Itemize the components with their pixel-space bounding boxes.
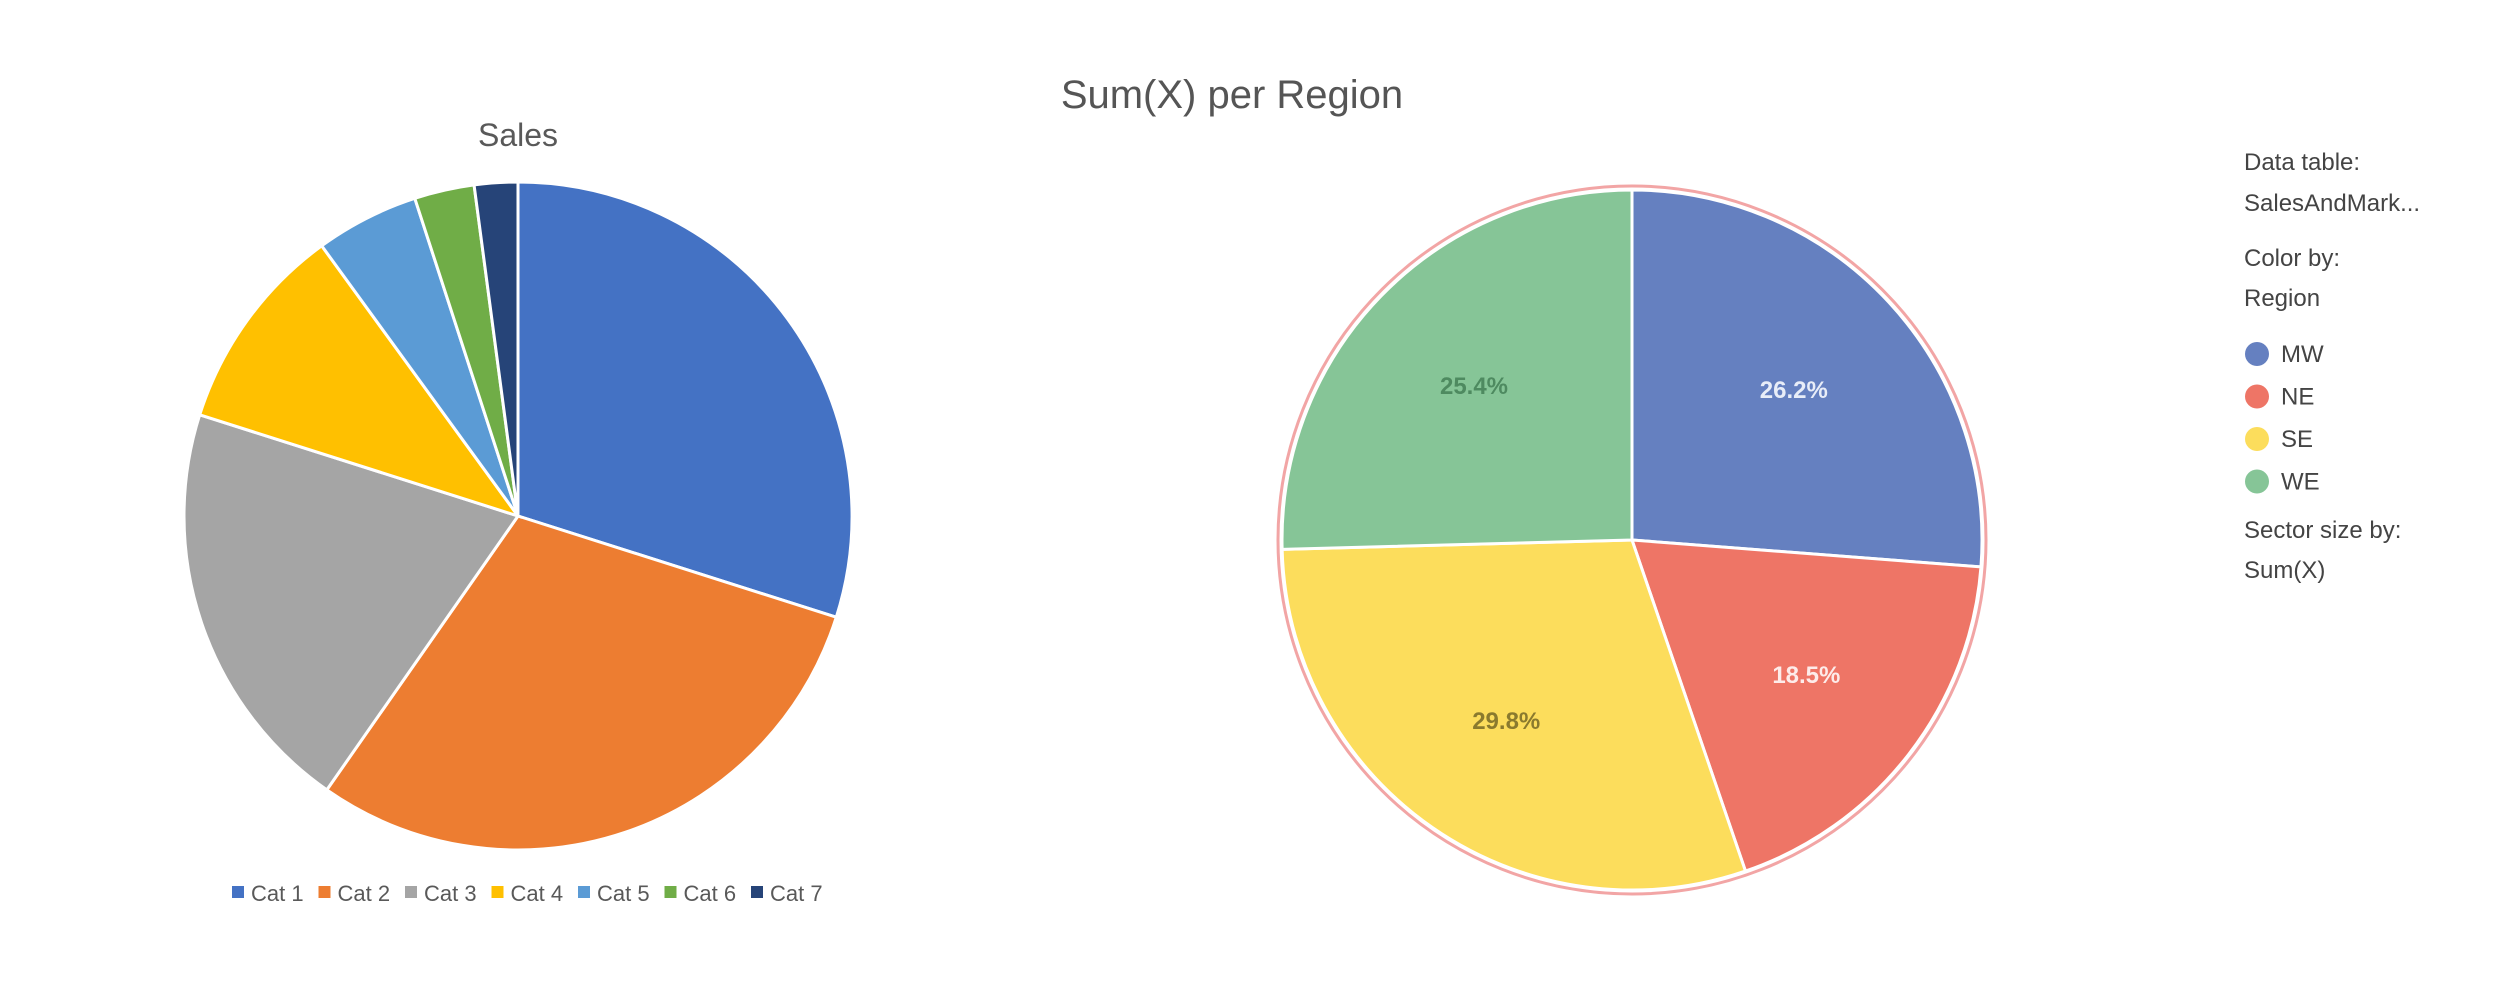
legend-label-ne[interactable]: NE [2281,384,2314,411]
legend-label-cat-7[interactable]: Cat 7 [770,881,823,906]
region-slice-se[interactable] [1280,538,1748,892]
sales-slice-cat-3[interactable] [182,412,521,792]
legend-marker-we[interactable] [2245,469,2269,494]
pie-outline-ring [1276,184,1988,896]
sales-slice-cat-7[interactable] [472,180,520,517]
region-pie-chart: Sum(X) per Region 26.2% 18.5% 29.8% 25.4% [1061,73,1988,896]
legend-panel: Data table: SalesAndMark... Color by: Re… [2244,149,2420,584]
region-slice-mw[interactable] [1630,188,1984,569]
legend-swatch-cat-3 [405,886,417,898]
legend-label-mw[interactable]: MW [2281,341,2324,368]
sales-slice-cat-4[interactable] [197,243,522,519]
sales-pie-chart: Sales Cat 1 Cat 2 Cat 3 Cat 4 Cat 5 Cat 6 Cat … [182,117,854,906]
legend-label-cat-2[interactable]: Cat 2 [338,881,391,906]
data-labels: 26.2% 18.5% 29.8% 25.4% [1440,373,1840,735]
legend: Cat 1 Cat 2 Cat 3 Cat 4 Cat 5 Cat 6 Cat 7 [232,881,823,906]
legend-label-cat-5[interactable]: Cat 5 [597,881,650,906]
chart-title: Sum(X) per Region [1061,73,1403,117]
region-slice-ne[interactable] [1629,538,1983,873]
data-label-mw: 26.2% [1760,377,1828,404]
region-slice-we[interactable] [1280,188,1634,551]
region-legend: MW NE SE WE [2245,341,2324,496]
chart-title: Sales [478,117,558,153]
legend-marker-ne[interactable] [2245,384,2269,409]
legend-label-cat-3[interactable]: Cat 3 [424,881,477,906]
legend-swatch-cat-1 [232,886,244,898]
legend-label-we[interactable]: WE [2281,469,2320,496]
legend-marker-mw[interactable] [2245,342,2269,366]
legend-swatch-cat-7 [751,886,763,898]
legend-swatch-cat-6 [664,886,677,898]
pie-slices [182,180,854,852]
data-label-we: 25.4% [1440,373,1508,400]
data-table-label: Data table: [2244,149,2360,176]
sales-slice-cat-1[interactable] [516,180,854,620]
legend-label-se[interactable]: SE [2281,426,2313,453]
legend-label-cat-6[interactable]: Cat 6 [684,881,737,906]
legend-swatch-cat-5 [578,886,590,898]
legend-swatch-cat-2 [318,886,331,898]
data-label-se: 29.8% [1472,708,1540,735]
legend-label-cat-1[interactable]: Cat 1 [251,881,304,906]
data-table-value[interactable]: SalesAndMark... [2244,190,2420,217]
data-label-ne: 18.5% [1772,662,1840,689]
legend-label-cat-4[interactable]: Cat 4 [511,881,564,906]
sales-slice-cat-2[interactable] [324,514,839,852]
sector-size-label: Sector size by: [2244,517,2401,544]
color-by-value[interactable]: Region [2244,285,2320,312]
color-by-label: Color by: [2244,245,2340,272]
pie-slices [1280,188,1984,892]
sector-size-value[interactable]: Sum(X) [2244,557,2325,584]
legend-marker-se[interactable] [2245,427,2269,451]
legend-swatch-cat-4 [491,886,504,898]
